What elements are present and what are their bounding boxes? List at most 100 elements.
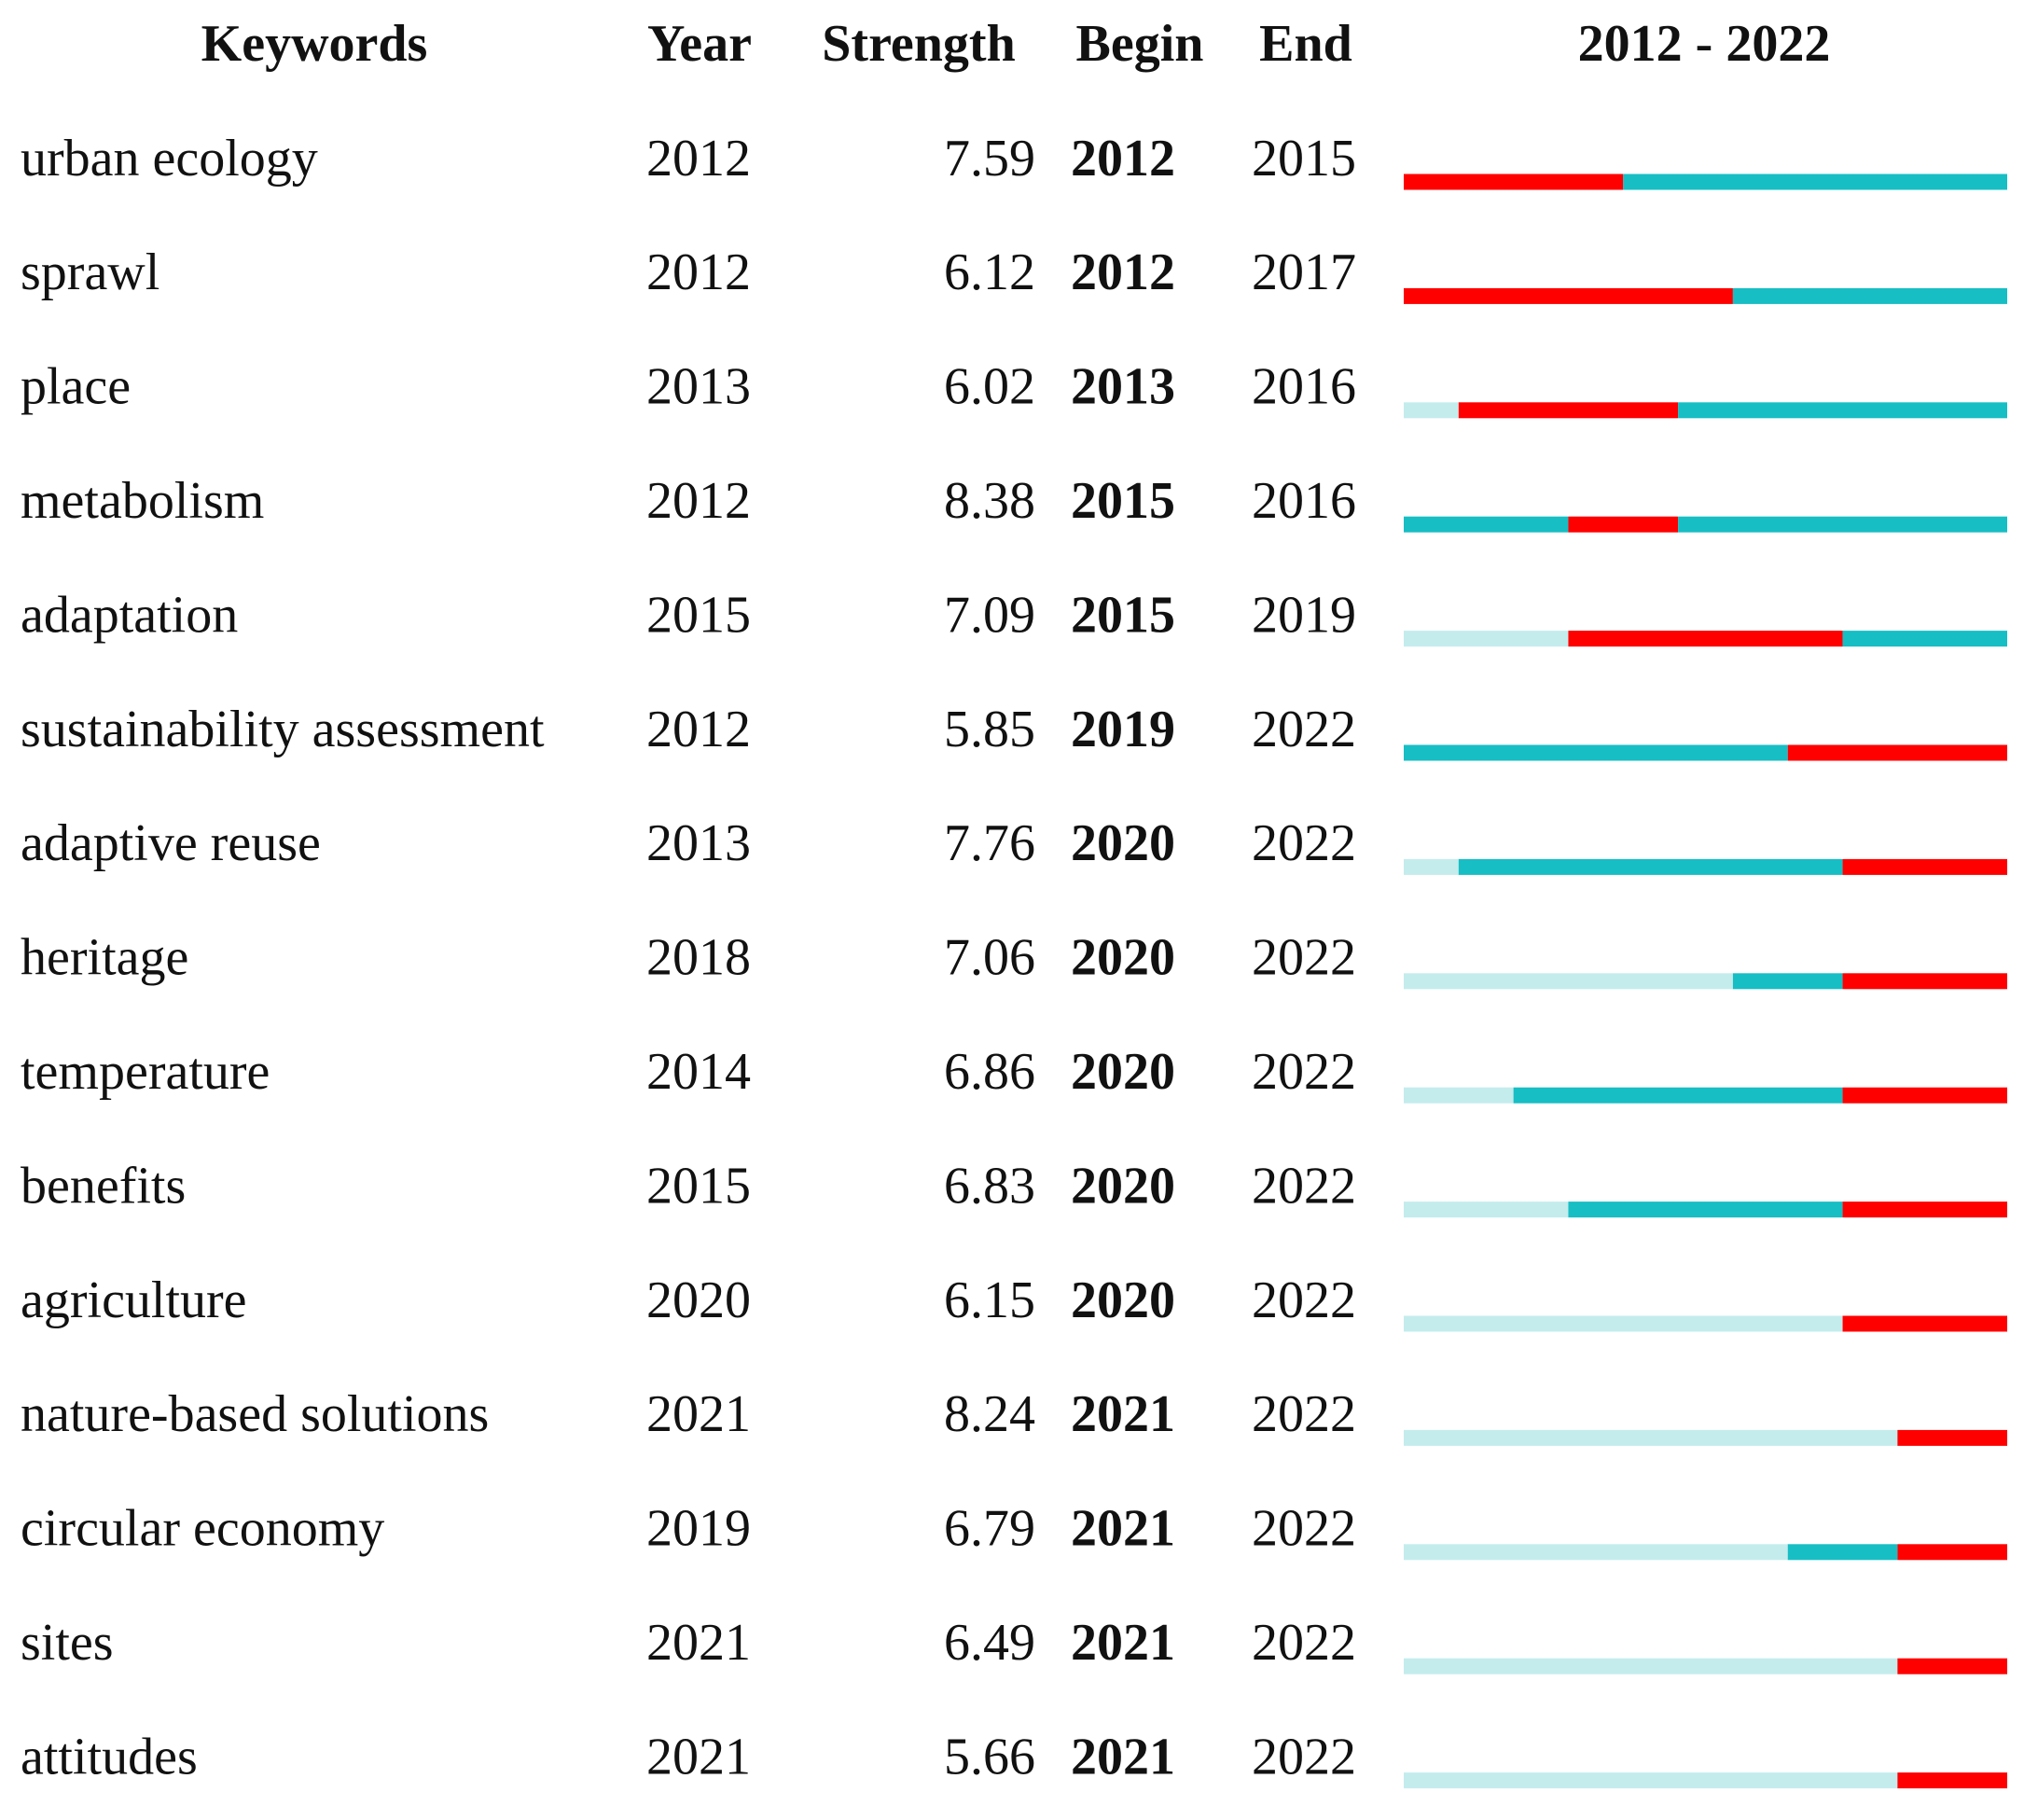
end: 2019	[1252, 586, 1356, 644]
bar-active	[1732, 973, 1843, 990]
end: 2022	[1252, 929, 1356, 987]
bar-burst	[1842, 858, 2007, 875]
bar-active	[1458, 858, 1843, 875]
bar-burst	[1842, 1202, 2007, 1218]
bar-before	[1404, 1658, 1898, 1674]
bar-burst	[1568, 516, 1679, 533]
bar-before	[1404, 631, 1569, 647]
bar-burst	[1897, 1544, 2007, 1561]
end: 2022	[1252, 1500, 1356, 1558]
begin: 2020	[1071, 1157, 1175, 1215]
begin: 2021	[1071, 1385, 1175, 1443]
end: 2022	[1252, 1157, 1356, 1215]
end: 2022	[1252, 1728, 1356, 1785]
header-end: End	[1259, 15, 1352, 73]
bar-before	[1404, 1772, 1898, 1789]
bar-burst	[1842, 973, 2007, 990]
begin: 2015	[1071, 586, 1175, 644]
year: 2012	[646, 701, 751, 758]
begin: 2020	[1071, 814, 1175, 872]
bar-before	[1404, 402, 1459, 419]
keyword: sustainability assessment	[21, 701, 545, 758]
keyword: urban ecology	[21, 130, 318, 188]
begin: 2020	[1071, 1043, 1175, 1101]
strength: 6.79	[944, 1500, 1035, 1558]
keyword: adaptation	[21, 586, 238, 644]
end: 2022	[1252, 1271, 1356, 1329]
year: 2012	[646, 243, 751, 301]
header-strength: Strength	[822, 15, 1015, 73]
header-timeline: 2012 - 2022	[1578, 15, 1831, 73]
strength: 6.02	[944, 358, 1035, 416]
header-year: Year	[647, 15, 752, 73]
bar-active	[1568, 1202, 1843, 1218]
bar-burst	[1404, 174, 1624, 190]
begin: 2012	[1071, 243, 1175, 301]
keyword: sites	[21, 1614, 114, 1672]
end: 2022	[1252, 1614, 1356, 1672]
bar-active	[1623, 174, 2007, 190]
bar-burst	[1458, 402, 1679, 419]
bar-before	[1404, 1429, 1898, 1446]
strength: 7.76	[944, 814, 1035, 872]
keyword: nature-based solutions	[21, 1385, 489, 1443]
keyword: metabolism	[21, 472, 264, 530]
keyword: attitudes	[21, 1728, 198, 1785]
strength: 7.06	[944, 929, 1035, 987]
end: 2022	[1252, 1043, 1356, 1101]
year: 2020	[646, 1271, 751, 1329]
bar-burst	[1787, 744, 2007, 761]
year: 2013	[646, 814, 751, 872]
begin: 2021	[1071, 1500, 1175, 1558]
header-begin: Begin	[1076, 15, 1204, 73]
strength: 7.59	[944, 130, 1035, 188]
bar-burst	[1842, 1315, 2007, 1332]
bar-before	[1404, 973, 1733, 990]
bar-burst	[1842, 1087, 2007, 1104]
bar-burst	[1404, 287, 1733, 304]
year: 2021	[646, 1614, 751, 1672]
strength: 6.12	[944, 243, 1035, 301]
strength: 8.38	[944, 472, 1035, 530]
bar-burst	[1897, 1429, 2007, 1446]
strength: 5.85	[944, 701, 1035, 758]
bar-burst	[1897, 1658, 2007, 1674]
bar-active	[1787, 1544, 1898, 1561]
end: 2022	[1252, 814, 1356, 872]
strength: 6.83	[944, 1157, 1035, 1215]
bar-active	[1842, 631, 2007, 647]
bar-active	[1678, 402, 2007, 419]
year: 2019	[646, 1500, 751, 1558]
begin: 2015	[1071, 472, 1175, 530]
end: 2016	[1252, 472, 1356, 530]
year: 2012	[646, 130, 751, 188]
year: 2015	[646, 586, 751, 644]
year: 2012	[646, 472, 751, 530]
end: 2022	[1252, 1385, 1356, 1443]
bar-burst	[1568, 631, 1843, 647]
strength: 7.09	[944, 586, 1035, 644]
keyword: agriculture	[21, 1271, 247, 1329]
bar-before	[1404, 1544, 1788, 1561]
begin: 2020	[1071, 929, 1175, 987]
year: 2015	[646, 1157, 751, 1215]
end: 2017	[1252, 243, 1356, 301]
keyword: adaptive reuse	[21, 814, 321, 872]
strength: 5.66	[944, 1728, 1035, 1785]
strength: 6.15	[944, 1271, 1035, 1329]
end: 2022	[1252, 701, 1356, 758]
year: 2021	[646, 1728, 751, 1785]
keyword: temperature	[21, 1043, 270, 1101]
strength: 8.24	[944, 1385, 1035, 1443]
keyword: heritage	[21, 929, 188, 987]
begin: 2021	[1071, 1614, 1175, 1672]
bar-active	[1404, 744, 1788, 761]
begin: 2019	[1071, 701, 1175, 758]
year: 2014	[646, 1043, 751, 1101]
bar-before	[1404, 858, 1459, 875]
begin: 2013	[1071, 358, 1175, 416]
year: 2021	[646, 1385, 751, 1443]
bar-active	[1732, 287, 2007, 304]
bar-before	[1404, 1202, 1569, 1218]
